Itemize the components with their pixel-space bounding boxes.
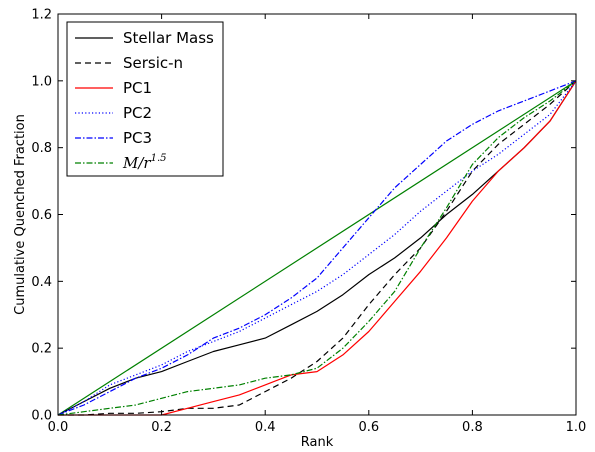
series-layer	[57, 80, 577, 416]
ticks-layer: 0.0 0.2 0.4 0.6 0.8 1.0 0.0 0.2 0.4 0.6 0.8 1.0 1.2	[31, 8, 586, 436]
x-tick-label: 0.4	[255, 420, 276, 435]
series-line-4	[57, 80, 577, 416]
y-tick-label: 1.2	[31, 8, 52, 23]
y-tick-label: 0.6	[31, 208, 52, 223]
x-tick-label: 0.2	[151, 420, 172, 435]
legend-label-4: PC3	[123, 129, 152, 147]
legend-box	[66, 21, 224, 177]
y-tick-label: 1.0	[31, 74, 52, 89]
legend-label-0: Stellar Mass	[123, 29, 214, 47]
x-tick-label: 1.0	[566, 420, 587, 435]
series-line-0	[57, 80, 577, 416]
series-line-1	[58, 80, 577, 416]
y-tick-label: 0.0	[31, 409, 52, 424]
x-tick-label: 0.0	[48, 420, 69, 435]
legend-label-2: PC1	[123, 79, 152, 97]
legend-label-1: Sersic-n	[123, 54, 183, 72]
x-axis-label: Rank	[301, 435, 334, 450]
legend-label-exponent: 1.5	[151, 153, 167, 164]
reference-line	[57, 80, 577, 416]
y-tick-label: 0.8	[31, 141, 52, 156]
x-tick-label: 0.8	[462, 420, 483, 435]
y-tick-label: 0.4	[31, 275, 52, 290]
y-axis-label: Cumulative Quenched Fraction	[13, 114, 28, 315]
y-tick-label: 0.2	[31, 342, 52, 357]
x-tick-label: 0.6	[358, 420, 379, 435]
legend-label-3: PC2	[123, 104, 152, 122]
